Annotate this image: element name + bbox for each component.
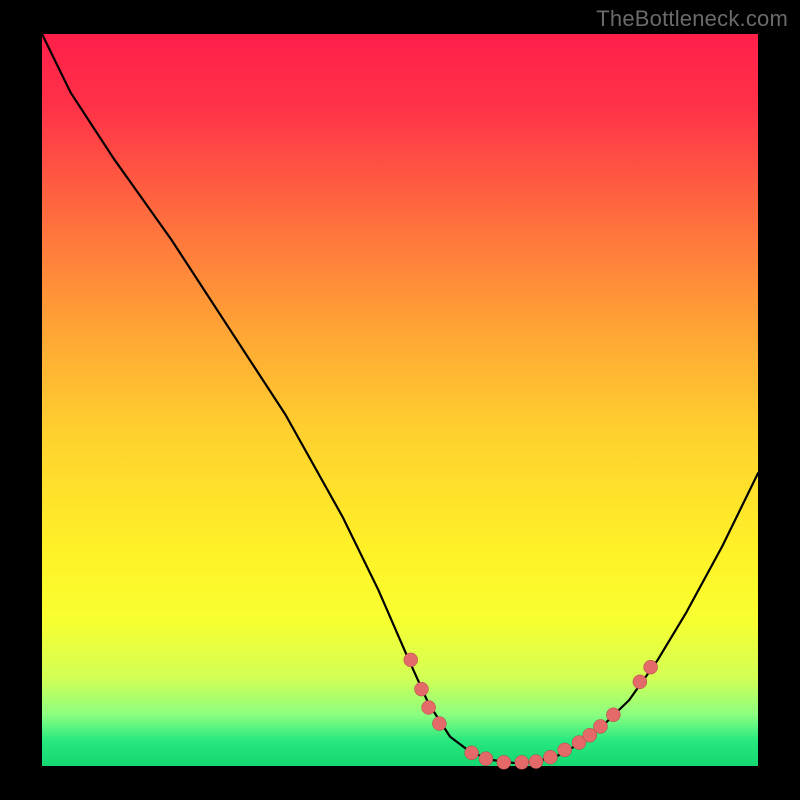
data-marker <box>633 675 647 689</box>
plot-area <box>42 34 758 769</box>
data-marker <box>404 653 418 667</box>
data-marker <box>593 719 607 733</box>
watermark-text: TheBottleneck.com <box>596 6 788 32</box>
data-marker <box>558 743 572 757</box>
data-marker <box>465 746 479 760</box>
data-marker <box>515 755 529 769</box>
plot-background <box>42 34 758 766</box>
data-marker <box>543 750 557 764</box>
chart-stage: TheBottleneck.com <box>0 0 800 800</box>
chart-svg <box>0 0 800 800</box>
data-marker <box>606 708 620 722</box>
data-marker <box>414 682 428 696</box>
data-marker <box>529 755 543 769</box>
data-marker <box>644 660 658 674</box>
data-marker <box>497 755 511 769</box>
data-marker <box>432 717 446 731</box>
data-marker <box>422 700 436 714</box>
data-marker <box>479 752 493 766</box>
